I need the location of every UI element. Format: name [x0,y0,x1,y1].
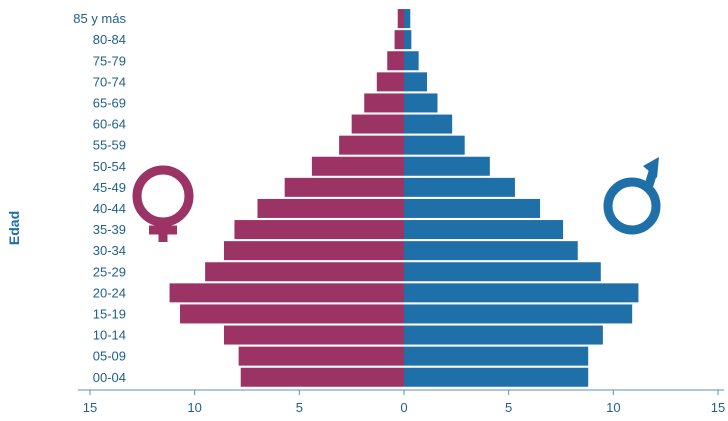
male-bar-55-59 [404,135,465,155]
age-group-label: 50-54 [93,159,126,174]
male-bar-50-54 [404,156,490,176]
age-group-labels: 00-04 05-09 10-14 15-19 20-24 25-29 30-34 35-39… [73,11,126,385]
female-bars [169,9,404,387]
age-group-label: 55-59 [93,138,126,153]
x-tick-label: 5 [296,400,303,415]
y-axis-title: Edad [6,211,22,245]
x-tick-label: 15 [711,400,725,415]
male-bar-60-64 [404,114,453,134]
age-group-label: 70-74 [93,74,126,89]
female-bar-75-79 [387,51,404,71]
female-bar-20-24 [169,283,404,303]
age-group-label: 65-69 [93,95,126,110]
male-symbol-arrowhead [643,157,659,178]
age-group-label: 45-49 [93,180,126,195]
female-bar-00-04 [240,367,404,387]
male-bar-30-34 [404,241,578,261]
female-bar-70-74 [376,72,404,92]
female-bar-45-49 [284,177,404,197]
age-group-label: 10-14 [93,328,126,343]
male-bar-75-79 [404,51,419,71]
female-bar-40-44 [257,198,404,218]
age-group-label: 80-84 [93,32,126,47]
age-group-label: 20-24 [93,285,126,300]
x-tick-label: 10 [187,400,201,415]
female-bar-05-09 [238,346,404,366]
male-symbol-icon [603,170,661,235]
x-tick-label: 5 [505,400,512,415]
male-bar-05-09 [404,346,589,366]
age-group-label: 60-64 [93,117,126,132]
male-bars [404,9,639,387]
x-tick-label: 0 [400,400,407,415]
age-group-label: 00-04 [93,370,126,385]
age-group-label: 25-29 [93,264,126,279]
age-group-label: 35-39 [93,222,126,237]
female-bar-25-29 [205,262,404,282]
x-axis: 15 10 5 0 5 10 15 [78,389,725,415]
age-group-label: 85 y más [73,11,126,26]
male-bar-65-69 [404,93,438,113]
female-bar-35-39 [234,220,404,240]
female-bar-50-54 [311,156,404,176]
male-bar-10-14 [404,325,603,345]
female-bar-30-34 [223,241,404,261]
age-group-label: 75-79 [93,53,126,68]
age-group-label: 05-09 [93,349,126,364]
male-bar-20-24 [404,283,639,303]
female-bar-85-y-más [397,9,404,29]
male-bar-85-y-más [404,9,411,29]
age-group-label: 15-19 [93,306,126,321]
age-group-label: 30-34 [93,243,126,258]
female-bar-10-14 [223,325,404,345]
male-bar-70-74 [404,72,428,92]
x-tick-label: 15 [83,400,97,415]
x-tick-label: 10 [606,400,620,415]
age-group-label: 40-44 [93,201,126,216]
male-bar-40-44 [404,198,541,218]
male-bar-45-49 [404,177,515,197]
female-symbol-icon [132,165,194,242]
male-bar-35-39 [404,220,564,240]
female-bar-55-59 [339,135,404,155]
female-bar-15-19 [180,304,404,324]
female-bar-60-64 [351,114,404,134]
male-bar-15-19 [404,304,633,324]
female-bar-80-84 [394,30,404,50]
female-bar-65-69 [364,93,404,113]
male-bar-80-84 [404,30,412,50]
male-bar-00-04 [404,367,589,387]
male-bar-25-29 [404,262,601,282]
